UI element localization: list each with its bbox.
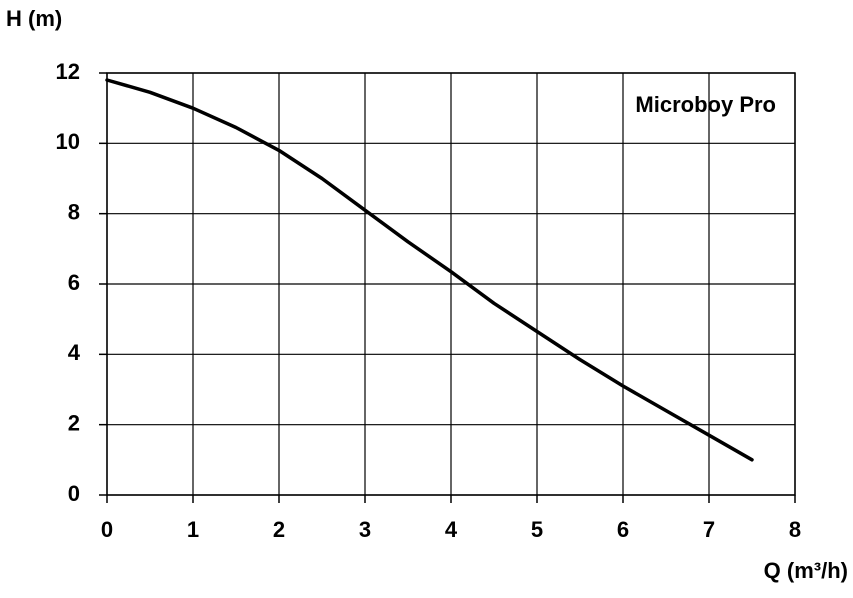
x-tick-label: 4 <box>445 517 458 542</box>
x-tick-label: 3 <box>359 517 371 542</box>
y-tick-label: 2 <box>68 410 80 435</box>
x-tick-label: 2 <box>273 517 285 542</box>
x-tick-label: 7 <box>703 517 715 542</box>
x-tick-label: 6 <box>617 517 629 542</box>
y-tick-label: 10 <box>56 129 80 154</box>
y-tick-label: 4 <box>68 340 81 365</box>
annotation: Microboy Pro <box>635 92 776 117</box>
x-tick-label: 5 <box>531 517 543 542</box>
y-tick-label: 0 <box>68 481 80 506</box>
x-axis-label: Q (m³/h) <box>764 558 848 583</box>
y-axis-label: H (m) <box>6 6 62 31</box>
curve <box>105 78 754 462</box>
x-tick-label: 1 <box>187 517 199 542</box>
x-tick-label: 8 <box>789 517 801 542</box>
x-tick-label: 0 <box>101 517 113 542</box>
y-tick-label: 6 <box>68 270 80 295</box>
y-tick-label: 12 <box>56 59 80 84</box>
plot-frame <box>106 72 796 496</box>
y-tick-label: 8 <box>68 199 80 224</box>
